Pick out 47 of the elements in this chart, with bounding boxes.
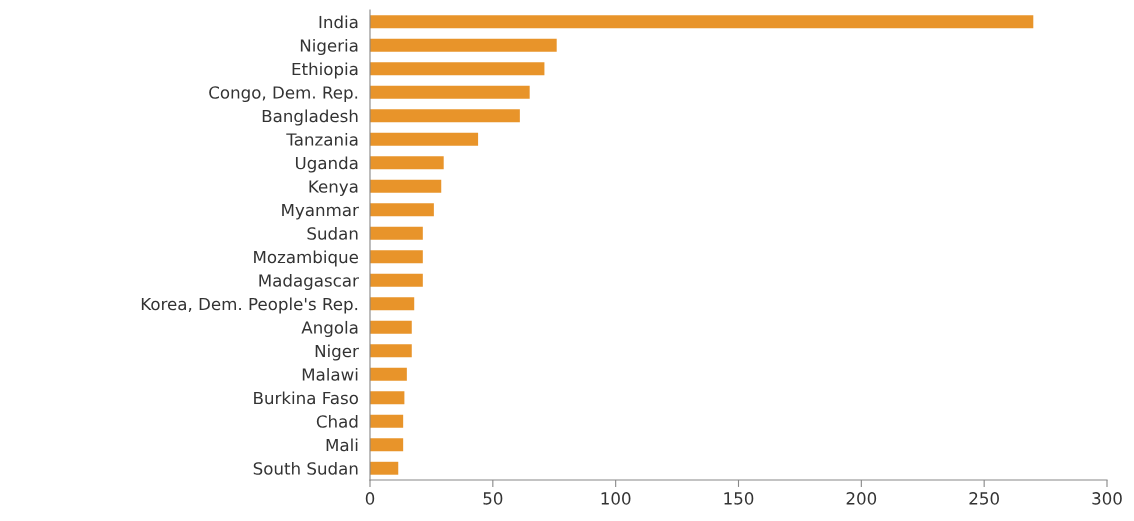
bar [370, 391, 405, 405]
bar [370, 367, 407, 381]
bar [370, 273, 423, 287]
bar [370, 38, 557, 52]
bar [370, 438, 404, 452]
y-tick-label: Mali [326, 438, 358, 452]
bar [370, 179, 442, 193]
y-tick-label: Ethiopia [292, 62, 358, 79]
bar [370, 15, 1034, 29]
bar [370, 85, 530, 99]
bar [370, 156, 444, 170]
y-tick-label: Korea, Dem. People's Rep. [141, 297, 358, 314]
y-tick-label: Malawi [302, 367, 358, 381]
y-tick-label: Uganda [295, 156, 358, 173]
x-tick-label: 100 [601, 492, 631, 505]
bar [370, 297, 415, 311]
y-tick-label: Madagascar [259, 273, 359, 291]
y-tick-label: Congo, Dem. Rep. [209, 86, 358, 103]
y-tick-label: Sudan [307, 226, 358, 240]
y-tick-label: Angola [301, 320, 358, 338]
x-tick-label: 200 [846, 492, 877, 505]
bar [370, 203, 434, 217]
x-tick-label: 50 [483, 492, 503, 505]
y-tick-label: India [319, 15, 358, 29]
y-tick-label: South Sudan [253, 461, 358, 475]
bar [370, 344, 412, 358]
y-tick-label: Kenya [309, 180, 358, 197]
x-tick-label: 250 [969, 492, 999, 505]
y-tick-label: Tanzania [286, 132, 358, 146]
bar [370, 250, 423, 264]
bar [370, 414, 404, 428]
x-tick-label: 300 [1092, 492, 1122, 505]
y-tick-label: Burkina Faso [254, 391, 358, 405]
y-tick-label: Bangladesh [262, 109, 358, 126]
y-tick-label: Myanmar [282, 203, 359, 220]
y-tick-label: Nigeria [300, 38, 358, 56]
bar [370, 109, 520, 123]
bar [370, 461, 399, 475]
y-tick-label: Niger [315, 344, 359, 361]
bar [370, 62, 545, 76]
y-tick-label: Chad [316, 414, 358, 428]
bar [370, 226, 423, 240]
x-tick-label: 150 [724, 492, 754, 505]
x-tick-label: 0 [365, 492, 375, 505]
bar [370, 320, 412, 334]
y-tick-label: Mozambique [254, 250, 358, 267]
bar [370, 132, 479, 146]
